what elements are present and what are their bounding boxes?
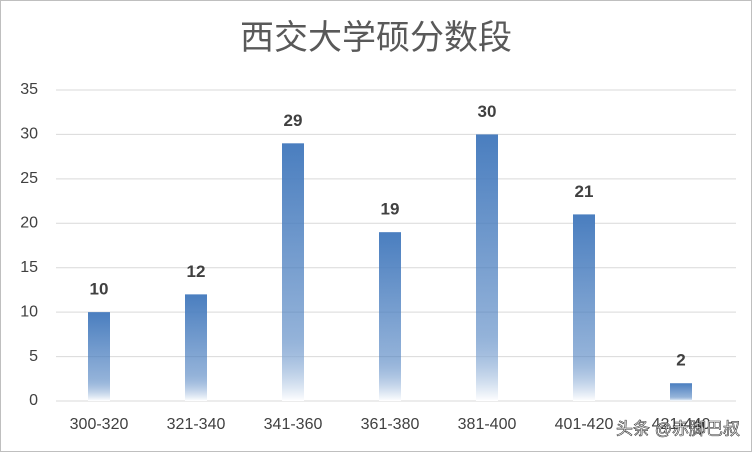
bar [185, 294, 207, 401]
y-tick-label: 0 [29, 392, 38, 409]
bar [379, 232, 401, 401]
bar [88, 312, 110, 401]
y-tick-label: 20 [20, 215, 38, 232]
value-label: 12 [187, 262, 206, 281]
x-tick-label: 341-360 [264, 416, 323, 433]
value-label: 19 [381, 200, 400, 219]
x-tick-label: 300-320 [70, 416, 129, 433]
x-tick-label: 321-340 [167, 416, 226, 433]
value-label: 10 [90, 280, 109, 299]
value-label: 21 [575, 182, 594, 201]
x-tick-label: 361-380 [361, 416, 420, 433]
value-label: 29 [284, 111, 303, 130]
y-tick-label: 10 [20, 303, 38, 320]
y-tick-label: 30 [20, 126, 38, 143]
x-tick-label: 401-420 [555, 416, 614, 433]
y-tick-label: 35 [20, 81, 38, 98]
y-tick-label: 15 [20, 259, 38, 276]
y-tick-label: 5 [29, 348, 38, 365]
bar [573, 214, 595, 401]
value-label: 2 [676, 351, 685, 370]
chart-title: 西交大学硕分数段 [240, 18, 512, 58]
value-label: 30 [478, 102, 497, 121]
bar [670, 383, 692, 401]
x-tick-label: 421-440 [652, 416, 711, 433]
bar [476, 134, 498, 401]
bar [282, 143, 304, 402]
x-tick-label: 381-400 [458, 416, 517, 433]
y-tick-label: 25 [20, 170, 38, 187]
watermark: 头条 @赤脚巴叔 [616, 419, 740, 438]
